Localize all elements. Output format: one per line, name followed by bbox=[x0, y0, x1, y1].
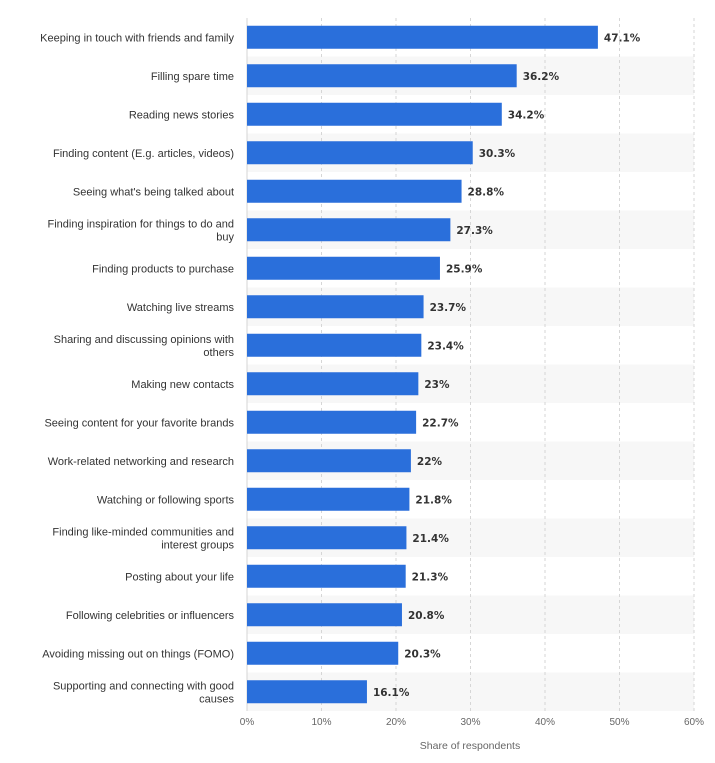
value-label: 21.4% bbox=[412, 533, 449, 545]
bar bbox=[247, 64, 517, 88]
category-label: Finding content (E.g. articles, videos) bbox=[53, 148, 234, 160]
category-label: Finding like-minded communities and bbox=[52, 526, 234, 538]
category-label: buy bbox=[216, 231, 234, 243]
bar bbox=[247, 410, 417, 434]
bar bbox=[247, 179, 462, 203]
value-label: 20.8% bbox=[408, 610, 445, 622]
category-label: Following celebrities or influencers bbox=[66, 610, 235, 622]
bar bbox=[247, 218, 451, 242]
grid-lines bbox=[246, 18, 695, 711]
bar bbox=[247, 526, 407, 550]
x-tick-labels: 0% 10% 20% 30% 40% 50% 60% bbox=[240, 717, 704, 728]
category-label: Seeing what's being talked about bbox=[73, 186, 234, 198]
x-tick-label: 50% bbox=[609, 717, 629, 728]
category-label: Work-related networking and research bbox=[48, 456, 234, 468]
bars bbox=[247, 25, 598, 704]
bar bbox=[247, 256, 440, 280]
category-label: Avoiding missing out on things (FOMO) bbox=[42, 648, 234, 660]
bar bbox=[247, 102, 502, 126]
category-label: Finding inspiration for things to do and bbox=[47, 218, 234, 230]
value-label: 22.7% bbox=[422, 417, 459, 429]
bar bbox=[247, 333, 422, 357]
bar bbox=[247, 372, 419, 396]
value-label: 21.8% bbox=[415, 494, 452, 506]
category-label: interest groups bbox=[161, 539, 234, 551]
x-tick-label: 20% bbox=[386, 717, 406, 728]
category-label: Watching live streams bbox=[127, 302, 235, 314]
category-label: Making new contacts bbox=[131, 379, 234, 391]
category-labels: Keeping in touch with friends and family… bbox=[40, 32, 234, 705]
value-label: 47.1% bbox=[604, 32, 641, 44]
category-label: Filling spare time bbox=[151, 71, 234, 83]
x-tick-label: 40% bbox=[535, 717, 555, 728]
bar bbox=[247, 603, 402, 627]
category-label: Seeing content for your favorite brands bbox=[44, 417, 234, 429]
bar bbox=[247, 25, 598, 49]
category-label: others bbox=[203, 347, 234, 359]
x-tick-label: 10% bbox=[311, 717, 331, 728]
category-label: Finding products to purchase bbox=[92, 263, 234, 275]
category-label: causes bbox=[199, 693, 234, 705]
category-label: Supporting and connecting with good bbox=[53, 680, 234, 692]
category-label: Keeping in touch with friends and family bbox=[40, 32, 234, 44]
value-label: 30.3% bbox=[479, 148, 516, 160]
value-label: 20.3% bbox=[404, 648, 441, 660]
category-label: Posting about your life bbox=[125, 571, 234, 583]
value-label: 28.8% bbox=[468, 186, 505, 198]
value-label: 23.7% bbox=[430, 302, 467, 314]
value-label: 21.3% bbox=[412, 571, 449, 583]
value-label: 22% bbox=[417, 456, 443, 468]
value-label: 23.4% bbox=[427, 340, 464, 352]
value-label: 16.1% bbox=[373, 687, 410, 699]
bar bbox=[247, 680, 367, 704]
value-label: 25.9% bbox=[446, 263, 483, 275]
value-label: 23% bbox=[424, 379, 450, 391]
bar bbox=[247, 487, 410, 511]
x-tick-label: 60% bbox=[684, 717, 704, 728]
category-label: Watching or following sports bbox=[97, 494, 235, 506]
bar bbox=[247, 564, 406, 588]
bar bbox=[247, 641, 399, 665]
bar bbox=[247, 141, 473, 165]
category-label: Reading news stories bbox=[129, 109, 235, 121]
category-label: Sharing and discussing opinions with bbox=[54, 334, 234, 346]
value-label: 36.2% bbox=[523, 71, 560, 83]
value-label: 34.2% bbox=[508, 109, 545, 121]
value-label: 27.3% bbox=[456, 225, 493, 237]
bar bbox=[247, 449, 411, 473]
x-tick-label: 30% bbox=[460, 717, 480, 728]
x-tick-label: 0% bbox=[240, 717, 255, 728]
bar bbox=[247, 295, 424, 319]
value-labels: 47.1% 36.2% 34.2% 30.3% 28.8% 27.3% 25.9% 23.7%… bbox=[373, 32, 641, 699]
x-axis-title: Share of respondents bbox=[420, 740, 520, 752]
